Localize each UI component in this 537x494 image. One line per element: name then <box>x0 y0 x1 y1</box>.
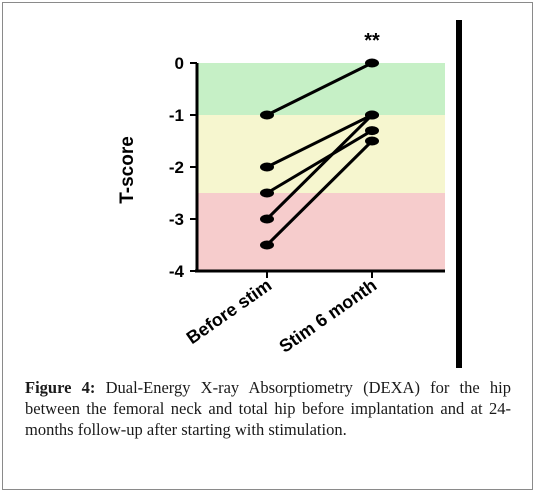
y-tick-label: -1 <box>169 106 184 125</box>
series-segment <box>266 129 373 195</box>
y-tick-label: -3 <box>169 210 184 229</box>
band-1 <box>198 115 445 193</box>
data-point <box>260 240 274 250</box>
series <box>260 58 379 250</box>
y-tick-label: -4 <box>169 262 185 281</box>
series-line-4 <box>260 136 379 250</box>
series-line-3 <box>260 110 379 224</box>
significance-marker: ** <box>364 30 380 52</box>
data-point <box>365 126 379 136</box>
x-tick-label: Before stim <box>183 275 276 348</box>
series-segment <box>266 61 373 117</box>
data-point <box>260 162 274 172</box>
y-tick-label: 0 <box>175 54 184 73</box>
series-segment <box>266 113 373 169</box>
series-line-0 <box>260 58 379 120</box>
band-2 <box>198 193 445 271</box>
series-line-2 <box>260 126 379 198</box>
figure-label: Figure 4: <box>25 378 96 397</box>
data-point <box>365 136 379 146</box>
data-point <box>365 110 379 120</box>
x-tick-label: Stim 6 month <box>275 275 380 357</box>
data-point <box>260 188 274 198</box>
y-tick-label: -2 <box>169 158 184 177</box>
y-ticks: 0 -1 -2 -3 -4 <box>169 54 197 281</box>
caption-text: Dual-Energy X-ray Absorptiometry (DEXA) … <box>25 378 511 439</box>
series-segment <box>265 139 374 247</box>
y-axis-label: T-score <box>117 136 138 204</box>
t-score-bands <box>198 63 445 271</box>
figure-caption: Figure 4: Dual-Energy X-ray Absorptiomet… <box>25 377 511 440</box>
data-point <box>260 214 274 224</box>
x-ticks: Before stim Stim 6 month <box>183 271 380 357</box>
data-point <box>365 58 379 68</box>
series-segment <box>265 113 374 221</box>
data-point <box>260 110 274 120</box>
